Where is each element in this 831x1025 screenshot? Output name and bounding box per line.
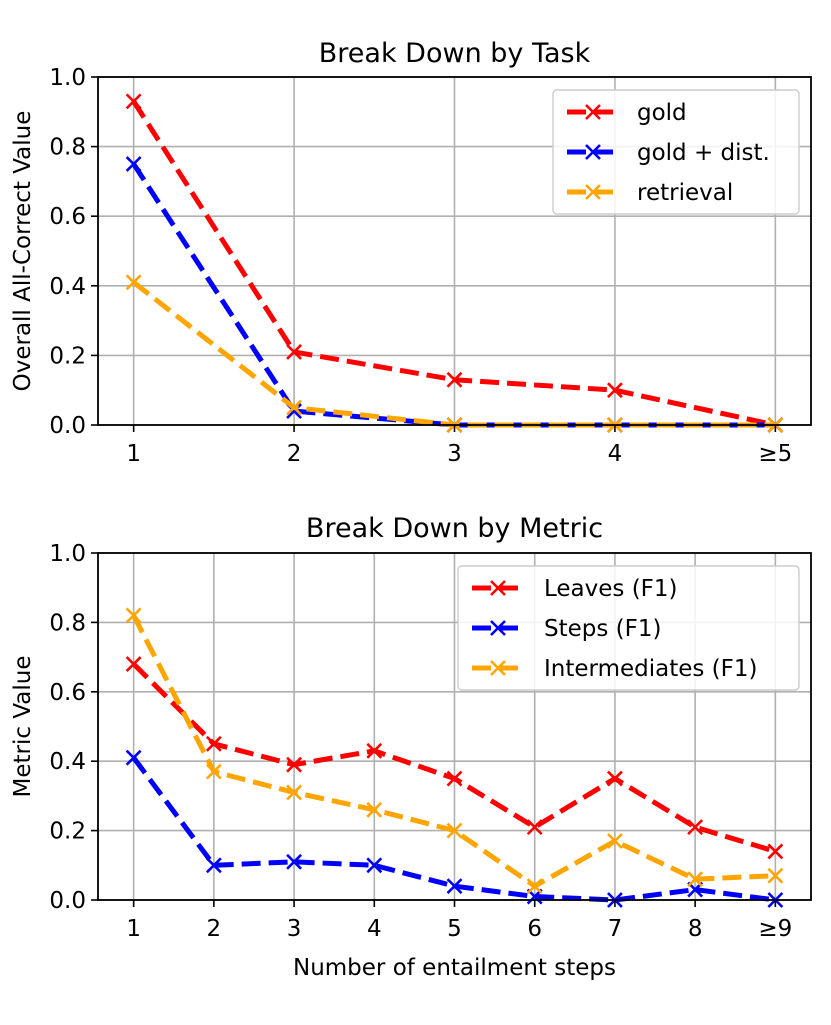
y-tick-label: 0.8 [49,610,86,636]
data-point-leaves-f1 [446,770,463,787]
y-tick-label: 0.8 [49,135,86,161]
y-tick-label: 0.2 [49,819,86,845]
data-point-leaves-f1 [767,843,784,860]
x-tick-label: 7 [608,916,623,942]
data-point-gold [607,382,623,399]
data-point-leaves-f1 [125,656,142,672]
chart-title: Break Down by Task [319,38,591,69]
legend-marker-intermediates-f1 [490,660,506,676]
data-point-intermediates-f1 [286,784,302,801]
data-point-intermediates-f1 [446,822,463,839]
y-tick-label: 0.2 [49,343,86,369]
legend-label-retrieval: retrieval [637,180,733,206]
data-point-intermediates-f1 [205,763,222,780]
y-tick-label: 0.4 [49,749,86,775]
legend-label-gold-dist: gold + dist. [637,140,770,166]
legend-box [457,565,800,691]
legend-marker-retrieval [585,184,601,200]
x-axis-label: Number of entailment steps [293,955,616,981]
x-tick-label: ≥5 [758,441,792,467]
y-axis-label: Metric Value [10,656,36,798]
legend-marker-steps-f1 [490,620,506,636]
data-point-intermediates-f1 [526,878,543,895]
legend-marker-gold [585,104,601,120]
data-point-leaves-f1 [205,735,222,752]
data-point-leaves-f1 [366,742,383,759]
series-line-gold-dist [131,162,776,428]
metric-breakdown-chart: 1 2 3 4 5 6 7 8 ≥9 0.0 0.2 0.4 0.6 0.8 1.0 Break Down b… [10,513,812,981]
legend: Leaves (F1) Steps (F1) Intermediates (F1) [457,565,800,691]
legend-label-steps-f1: Steps (F1) [544,616,661,642]
y-axis-label: Overall All-Correct Value [10,111,36,392]
y-tick-label: 0.0 [49,413,86,439]
data-point-gold-dist [125,156,142,172]
legend-box [552,89,800,215]
x-tick-label: 6 [527,916,542,942]
x-tick-label: 2 [207,916,222,942]
y-tick-label: 0.6 [49,204,86,230]
data-point-steps-f1 [125,749,142,766]
data-point-steps-f1 [366,857,383,874]
legend: gold gold + dist. retrieval [552,89,800,215]
y-tick-label: 0.6 [49,680,86,706]
x-tick-label: 8 [688,916,703,942]
x-tick-label: 1 [126,916,141,942]
data-point-leaves-f1 [286,756,302,773]
data-point-leaves-f1 [526,819,543,836]
data-point-steps-f1 [286,853,302,870]
x-tick-label: 4 [367,916,382,942]
x-tick-label: 1 [126,441,141,467]
legend-label-intermediates-f1: Intermediates (F1) [544,656,758,682]
data-point-leaves-f1 [607,770,623,787]
legend-marker-leaves-f1 [490,580,506,596]
task-breakdown-chart: 1 2 3 4 ≥5 0.0 0.2 0.4 0.6 0.8 1.0 Break Down by Ta… [10,38,812,467]
data-point-steps-f1 [205,857,222,874]
legend-label-gold: gold [637,100,687,126]
chart-title: Break Down by Metric [306,513,603,544]
data-point-gold [286,344,302,360]
x-tick-label: ≥9 [758,916,792,942]
x-tick-label: 4 [608,441,623,467]
data-point-intermediates-f1 [767,867,784,884]
x-tick-label: 3 [287,916,302,942]
data-point-intermediates-f1 [366,801,383,818]
data-point-intermediates-f1 [125,607,142,624]
data-point-intermediates-f1 [607,833,623,849]
y-tick-label: 0.4 [49,274,86,300]
x-tick-label: 2 [287,441,302,467]
data-point-retrieval [125,274,142,291]
legend-label-leaves-f1: Leaves (F1) [544,576,678,602]
data-point-intermediates-f1 [687,871,704,888]
data-point-retrieval [286,399,302,416]
y-tick-label: 1.0 [49,65,86,91]
y-tick-label: 0.0 [49,888,86,914]
x-tick-label: 5 [447,916,462,942]
legend-marker-gold-dist [585,144,601,160]
data-point-leaves-f1 [687,819,704,836]
data-point-gold [125,93,142,110]
data-point-gold [446,371,463,388]
x-tick-label: 3 [447,441,462,467]
data-point-steps-f1 [446,878,463,895]
y-tick-label: 1.0 [49,541,86,567]
